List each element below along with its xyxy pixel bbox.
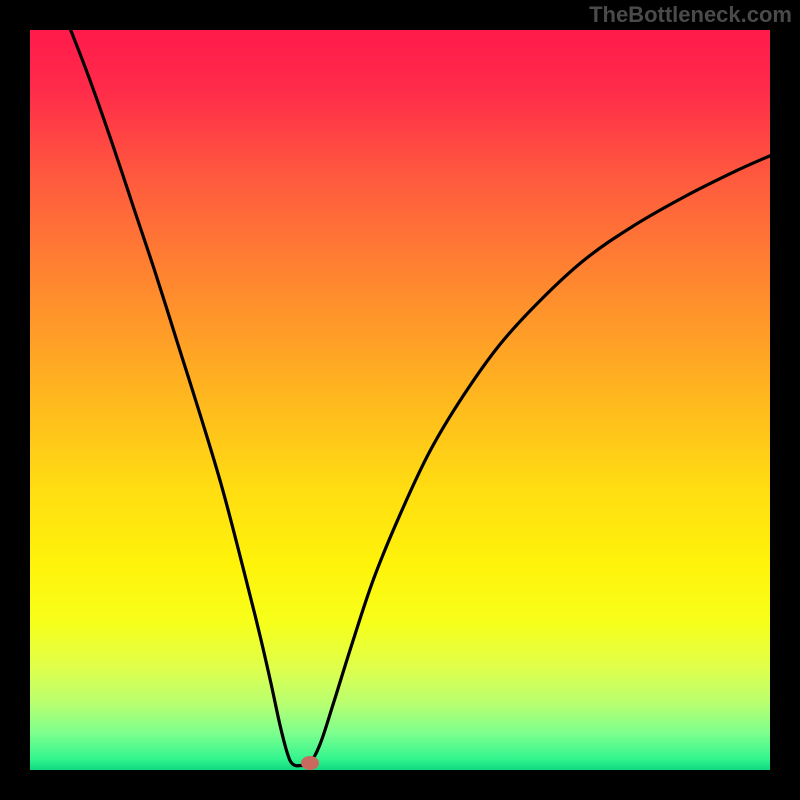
- plot-background: [30, 30, 770, 770]
- bottleneck-curve-plot: [30, 30, 770, 770]
- minimum-marker: [301, 756, 319, 770]
- plot-svg: [30, 30, 770, 770]
- watermark-text: TheBottleneck.com: [589, 2, 792, 28]
- chart-outer-frame: TheBottleneck.com: [0, 0, 800, 800]
